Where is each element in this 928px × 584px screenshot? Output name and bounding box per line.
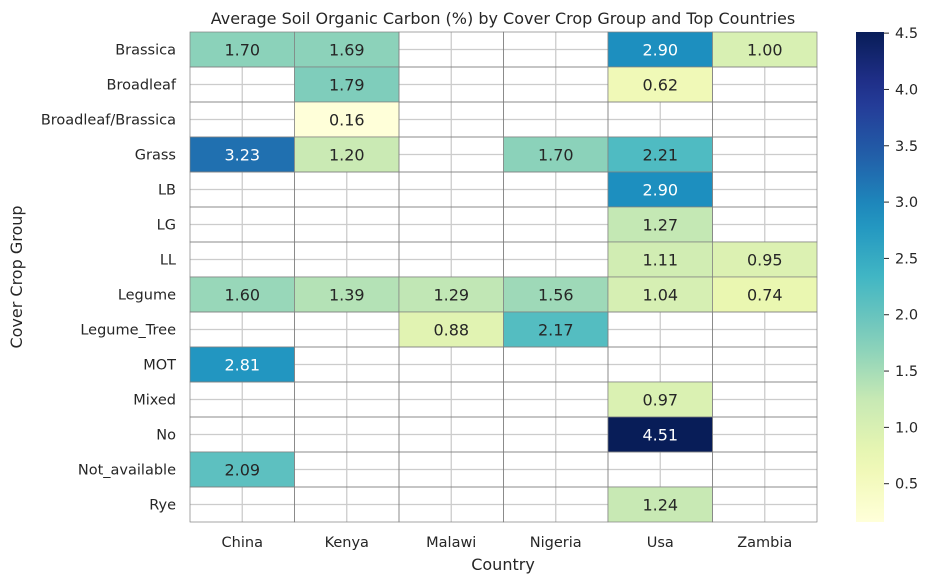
heatmap-cell xyxy=(607,241,713,278)
heatmap-cell xyxy=(294,276,400,313)
cell-value-label: 1.20 xyxy=(329,146,365,165)
cell-value-label: 0.62 xyxy=(642,76,678,95)
cell-value-label: 1.27 xyxy=(642,216,678,235)
colorbar xyxy=(856,32,884,522)
colorbar-tick-label: 4.5 xyxy=(895,26,918,42)
heatmap-cell xyxy=(189,31,295,68)
cell-value-labels: 1.70 1.69 2.90 1.00 1.79 0.62 0.16 3.23 1.20 1.70… xyxy=(224,41,782,515)
cell-value-label: 0.88 xyxy=(433,321,469,340)
colorbar-tick-label: 4.0 xyxy=(895,82,918,98)
cell-value-label: 1.79 xyxy=(329,76,365,95)
heatmap-cell xyxy=(503,276,609,313)
heatmap-cell xyxy=(189,136,295,173)
colorbar-tick-label: 0.5 xyxy=(895,477,918,493)
heatmap-cell-empty xyxy=(712,486,818,523)
y-tick-label: MOT xyxy=(143,358,176,374)
colorbar-ticks: 0.5 1.0 1.5 2.0 2.5 3.0 3.5 4.0 4.5 xyxy=(884,26,918,493)
heatmap-cell xyxy=(607,66,713,103)
cell-value-label: 2.21 xyxy=(642,146,678,165)
cell-value-label: 1.11 xyxy=(642,251,678,270)
cell-value-label: 1.39 xyxy=(329,286,365,305)
cell-value-label: 2.90 xyxy=(642,181,678,200)
y-tick-label: Broadleaf xyxy=(107,78,177,94)
x-tick-label: Malawi xyxy=(426,535,476,551)
x-tick-label: China xyxy=(222,535,263,551)
y-tick-labels: Brassica Broadleaf Broadleaf/Brassica Grass… xyxy=(41,43,177,514)
heatmap-cell xyxy=(712,31,818,68)
colorbar-tick-label: 3.5 xyxy=(895,139,918,155)
heatmap-cell xyxy=(607,381,713,418)
cell-value-label: 0.16 xyxy=(329,111,365,130)
heatmap-cell xyxy=(294,101,400,138)
heatmap-cell xyxy=(607,171,713,208)
x-tick-label: Kenya xyxy=(325,535,369,551)
x-tick-label: Zambia xyxy=(737,535,792,551)
cell-value-label: 0.74 xyxy=(747,286,783,305)
cell-value-label: 2.81 xyxy=(224,356,260,375)
heatmap-cell xyxy=(503,136,609,173)
y-tick-label: Legume_Tree xyxy=(80,323,176,339)
y-tick-label: Rye xyxy=(149,498,176,514)
cell-value-label: 1.70 xyxy=(224,41,260,60)
cell-value-label: 2.90 xyxy=(642,41,678,60)
y-tick-label: Not_available xyxy=(78,463,176,479)
cell-value-label: 3.23 xyxy=(224,146,260,165)
cell-value-label: 4.51 xyxy=(642,426,678,445)
chart-title: Average Soil Organic Carbon (%) by Cover… xyxy=(211,9,795,28)
heatmap-cell xyxy=(294,31,400,68)
colorbar-tick-label: 3.0 xyxy=(895,195,918,211)
heatmap-cell xyxy=(607,416,713,453)
heatmap-cell xyxy=(294,136,400,173)
x-axis-label: Country xyxy=(471,555,535,574)
heatmap-cell xyxy=(712,276,818,313)
heatmap-cell xyxy=(607,276,713,313)
cell-value-label: 1.00 xyxy=(747,41,783,60)
cell-value-label: 0.95 xyxy=(747,251,783,270)
y-tick-label: Legume xyxy=(118,288,176,304)
heatmap-cell xyxy=(398,311,504,348)
heatmap-cell xyxy=(189,276,295,313)
cell-value-label: 1.24 xyxy=(642,496,678,515)
cell-value-label: 1.04 xyxy=(642,286,678,305)
y-tick-label: Mixed xyxy=(133,393,176,409)
y-tick-label: Broadleaf/Brassica xyxy=(41,113,176,129)
colorbar-tick-label: 2.0 xyxy=(895,308,918,324)
heatmap-cell xyxy=(712,241,818,278)
colorbar-tick-label: 2.5 xyxy=(895,251,918,267)
y-tick-label: Brassica xyxy=(115,43,176,59)
heatmap-cell xyxy=(607,206,713,243)
y-tick-label: LL xyxy=(160,253,176,269)
heatmap-cells xyxy=(189,31,818,523)
y-tick-label: LG xyxy=(157,218,176,234)
cell-value-label: 2.09 xyxy=(224,461,260,480)
colorbar-tick-label: 1.0 xyxy=(895,420,918,436)
y-tick-label: Grass xyxy=(135,148,176,164)
cell-value-label: 1.70 xyxy=(538,146,574,165)
heatmap-cell xyxy=(607,486,713,523)
y-axis-label: Cover Crop Group xyxy=(7,205,26,348)
x-tick-labels: China Kenya Malawi Nigeria Usa Zambia xyxy=(222,535,793,551)
y-tick-label: LB xyxy=(158,183,176,199)
cell-value-label: 1.60 xyxy=(224,286,260,305)
cell-value-label: 2.17 xyxy=(538,321,574,340)
x-tick-label: Usa xyxy=(647,535,674,551)
cell-value-label: 1.56 xyxy=(538,286,574,305)
cell-value-label: 0.97 xyxy=(642,391,678,410)
colorbar-tick-label: 1.5 xyxy=(895,364,918,380)
x-tick-label: Nigeria xyxy=(530,535,582,551)
cell-value-label: 1.29 xyxy=(433,286,469,305)
heatmap-cell xyxy=(607,31,713,68)
y-tick-label: No xyxy=(156,428,176,444)
cell-value-label: 1.69 xyxy=(329,41,365,60)
